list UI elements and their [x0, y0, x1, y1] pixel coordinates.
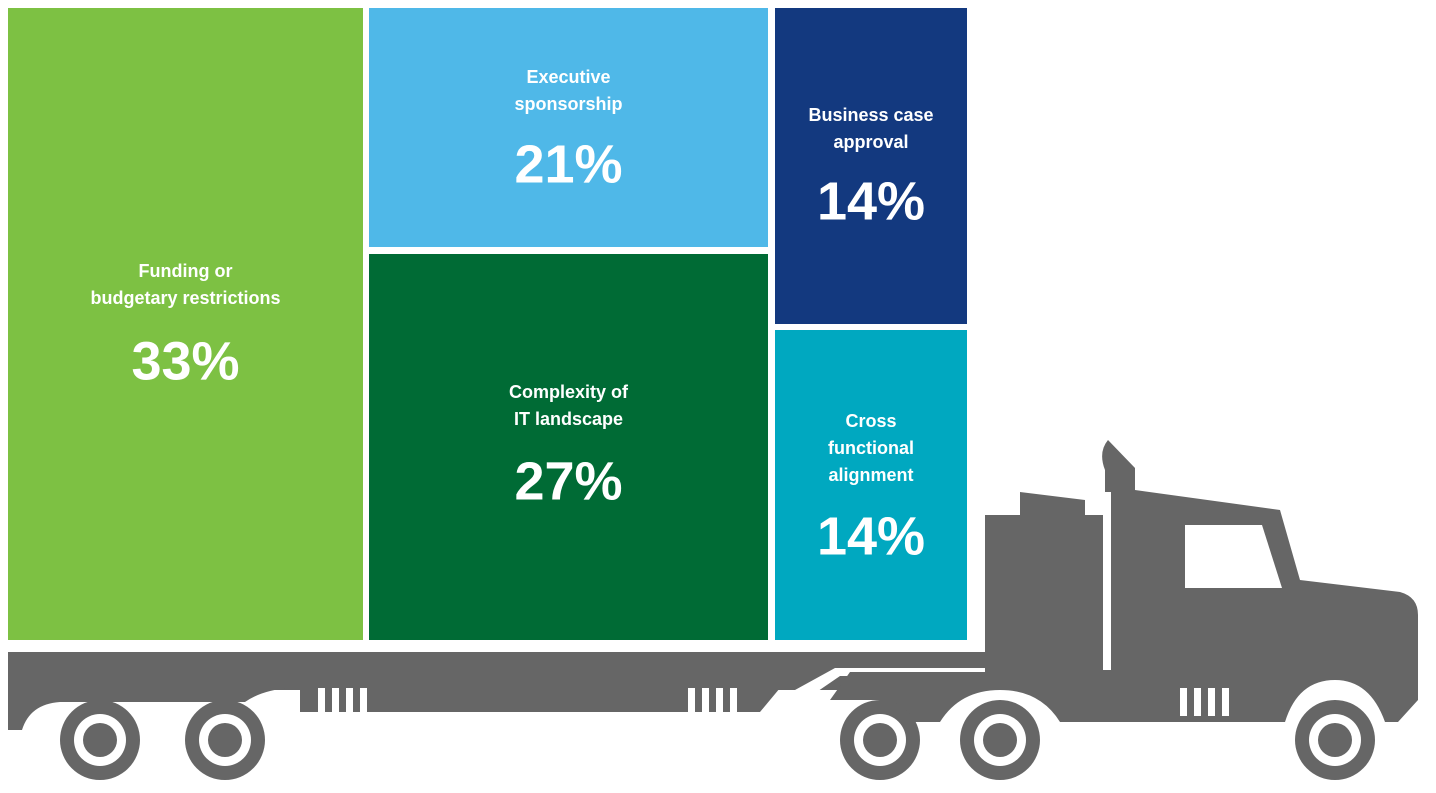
wheel-hub: [1318, 723, 1352, 757]
tile-label: Executive: [526, 67, 610, 87]
tile-label: Funding or: [139, 261, 233, 281]
wheels: [60, 700, 1375, 780]
truck: [8, 440, 1418, 780]
tile-label: sponsorship: [514, 94, 622, 114]
cab: [830, 440, 1418, 722]
tile: [369, 8, 768, 247]
tile-label: functional: [828, 438, 914, 458]
cab-window: [1185, 525, 1282, 588]
treemap: Funding or budgetary restrictions 33% Execu…: [8, 8, 967, 640]
tile-label: Business case: [808, 105, 933, 125]
tile-label: alignment: [828, 465, 913, 485]
wheel-hub: [83, 723, 117, 757]
tile-value: 14%: [817, 506, 925, 566]
tile-value: 27%: [514, 451, 622, 511]
wheel-hub: [983, 723, 1017, 757]
tile-label: approval: [833, 132, 908, 152]
tile-label: Cross: [845, 411, 896, 431]
tile: [775, 330, 967, 640]
tile-value: 21%: [514, 134, 622, 194]
tile: [369, 254, 768, 640]
tile-label: budgetary restrictions: [90, 288, 280, 308]
tile: [775, 8, 967, 324]
tile: [8, 8, 363, 640]
wheel-hub: [208, 723, 242, 757]
tile-value: 33%: [131, 331, 239, 391]
tile-label: IT landscape: [514, 409, 623, 429]
stack-gap: [1103, 492, 1111, 670]
rear-fender: [8, 688, 290, 730]
tile-label: Complexity of: [509, 382, 629, 402]
wheel-hub: [863, 723, 897, 757]
tile-value: 14%: [817, 171, 925, 231]
bed-skirt: [300, 688, 780, 712]
vents: [318, 688, 1229, 716]
